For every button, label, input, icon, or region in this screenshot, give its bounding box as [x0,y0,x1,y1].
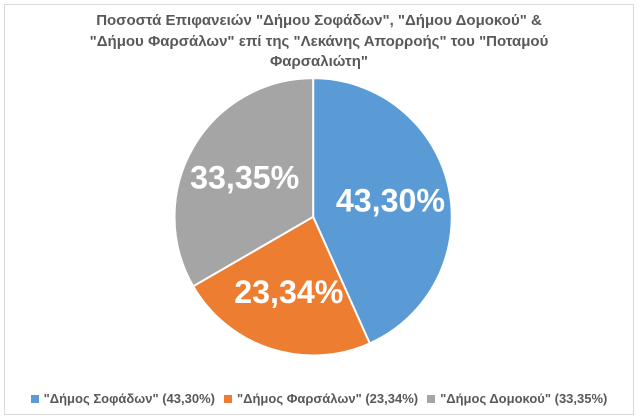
slice-label-1: 43,30% [336,182,445,218]
slice-label-3: 33,35% [190,159,299,195]
legend-item-3: "Δήμος Δομοκού" (33,35%) [427,391,607,406]
pie-slice-1 [312,77,453,345]
legend-label: "Δήμος Δομοκού" (33,35%) [440,391,608,406]
chart-frame: Ποσοστά Επιφανειών "Δήμου Σοφάδων", "Δήμ… [4,4,634,415]
pie-slice-2 [192,215,371,357]
pie-slice-3 [173,77,315,288]
legend-marker-icon [427,394,436,403]
legend-label: "Δήμος Σοφάδων" (43,30%) [43,391,215,406]
legend-marker-icon [30,394,39,403]
pie-chart: 43,30% 23,34% 33,35% [173,77,453,357]
legend-item-1: "Δήμος Σοφάδων" (43,30%) [30,391,215,406]
legend-marker-icon [223,394,232,403]
slice-label-2: 23,34% [234,274,343,310]
legend-label: "Δήμος Φαρσάλων" (23,34%) [236,391,419,406]
chart-title: Ποσοστά Επιφανειών "Δήμου Σοφάδων", "Δήμ… [89,12,549,71]
chart-legend: "Δήμος Σοφάδων" (43,30%) "Δήμος Φαρσάλων"… [5,391,633,406]
legend-item-2: "Δήμος Φαρσάλων" (23,34%) [223,391,419,406]
